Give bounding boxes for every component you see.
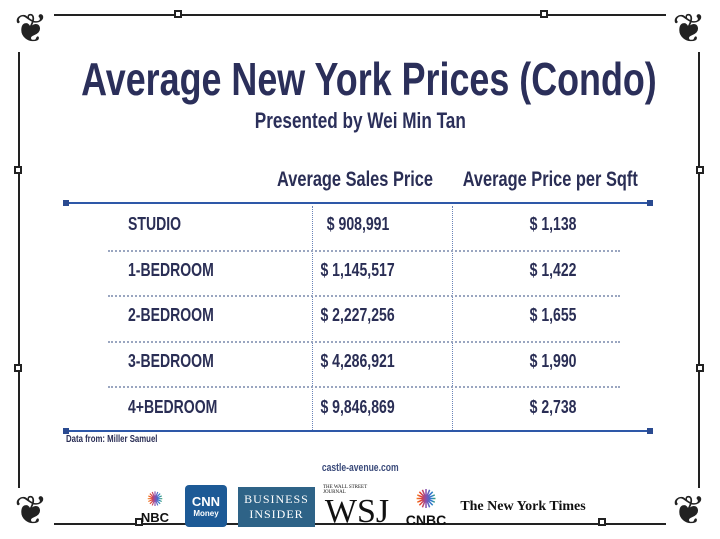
frame-knob xyxy=(135,518,143,526)
table-row: 4+BEDROOM $ 9,846,869 $ 2,738 xyxy=(0,397,720,427)
table-row: 1-BEDROOM $ 1,145,517 $ 1,422 xyxy=(0,260,720,290)
frame-knob xyxy=(540,10,548,18)
sales-price-cell: $ 908,991 xyxy=(326,214,390,234)
row-separator xyxy=(108,386,620,388)
table-top-rule xyxy=(63,200,653,206)
website-url: castle-avenue.com xyxy=(321,462,399,474)
cnbc-logo: ✺ CNBC xyxy=(405,484,447,528)
price-sqft-cell: $ 2,738 xyxy=(529,397,577,417)
ornament-corner-icon: ❦ xyxy=(666,6,712,52)
table-row: 3-BEDROOM $ 4,286,921 $ 1,990 xyxy=(0,351,720,381)
peacock-icon: ✺ xyxy=(415,484,437,514)
column-divider xyxy=(452,206,453,430)
price-sqft-cell: $ 1,990 xyxy=(529,351,577,371)
ornament-corner-icon: ❦ xyxy=(8,488,54,534)
price-sqft-cell: $ 1,138 xyxy=(529,214,577,234)
row-separator xyxy=(108,295,620,297)
frame-knob xyxy=(696,364,704,372)
ornament-corner-icon: ❦ xyxy=(8,6,54,52)
row-label: 1-BEDROOM xyxy=(128,260,214,280)
ornament-corner-icon: ❦ xyxy=(666,488,712,534)
sales-price-cell: $ 1,145,517 xyxy=(320,260,396,280)
data-source-note: Data from: Miller Samuel xyxy=(66,434,158,445)
frame-knob xyxy=(14,166,22,174)
frame-knob xyxy=(14,364,22,372)
row-label: STUDIO xyxy=(128,214,182,234)
table-bottom-rule xyxy=(63,428,653,434)
peacock-icon: ✺ xyxy=(146,488,164,511)
column-divider xyxy=(312,206,313,430)
business-insider-logo: BUSINESS INSIDER xyxy=(238,487,315,527)
frame-knob xyxy=(598,518,606,526)
price-sqft-cell: $ 1,422 xyxy=(529,260,577,280)
header-sales-price: Average Sales Price xyxy=(276,168,434,191)
frame-knob xyxy=(174,10,182,18)
sales-price-cell: $ 4,286,921 xyxy=(320,351,396,371)
price-sqft-cell: $ 1,655 xyxy=(529,305,577,325)
nyt-logo: The New York Times xyxy=(460,499,586,514)
sales-price-cell: $ 2,227,256 xyxy=(320,305,396,325)
nbc-logo: ✺ NBC xyxy=(140,488,170,525)
row-label: 3-BEDROOM xyxy=(128,351,214,371)
decorative-frame xyxy=(18,14,700,525)
sales-price-cell: $ 9,846,869 xyxy=(320,397,396,417)
table-row: 2-BEDROOM $ 2,227,256 $ 1,655 xyxy=(0,305,720,335)
page-subtitle: Presented by Wei Min Tan xyxy=(254,108,466,133)
row-separator xyxy=(108,250,620,252)
page-title: Average New York Prices (Condo) xyxy=(81,53,657,105)
header-price-per-sqft: Average Price per Sqft xyxy=(462,168,638,191)
wsj-logo: THE WALL STREET JOURNAL WSJ xyxy=(323,485,390,530)
row-label: 4+BEDROOM xyxy=(128,397,218,417)
row-label: 2-BEDROOM xyxy=(128,305,214,325)
frame-knob xyxy=(696,166,704,174)
cnn-money-logo: CNN Money xyxy=(185,485,227,527)
row-separator xyxy=(108,341,620,343)
table-row: STUDIO $ 908,991 $ 1,138 xyxy=(0,214,720,244)
